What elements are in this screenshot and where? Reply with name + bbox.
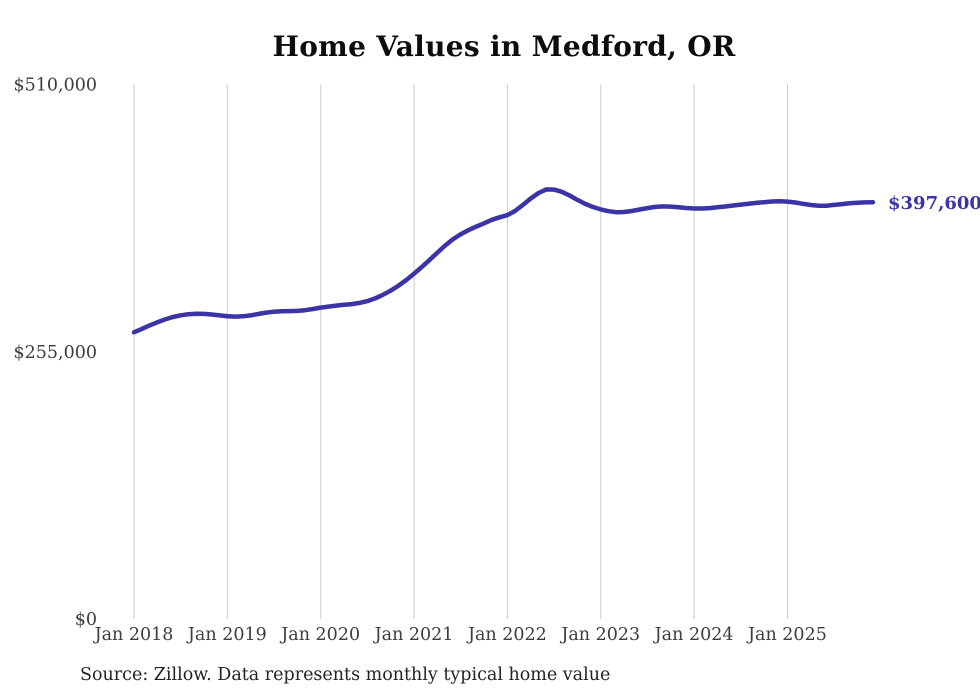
x-tick-label: Jan 2021: [373, 625, 454, 645]
x-tick-label: Jan 2025: [746, 625, 827, 645]
end-value-label: $397,600: [888, 193, 980, 214]
chart-title: Home Values in Medford, OR: [272, 30, 736, 63]
value-line: [131, 187, 876, 335]
source-note: Source: Zillow. Data represents monthly …: [80, 665, 611, 685]
x-tick-label: Jan 2018: [93, 625, 174, 645]
x-tick-label: Jan 2022: [466, 625, 547, 645]
x-tick-label: Jan 2019: [186, 625, 267, 645]
x-tick-label: Jan 2023: [559, 625, 640, 645]
y-tick-label: $0: [75, 610, 97, 630]
x-tick-label: Jan 2024: [653, 625, 734, 645]
y-tick-label: $510,000: [13, 76, 97, 96]
x-tick-label: Jan 2020: [279, 625, 360, 645]
y-tick-label: $255,000: [13, 343, 97, 363]
